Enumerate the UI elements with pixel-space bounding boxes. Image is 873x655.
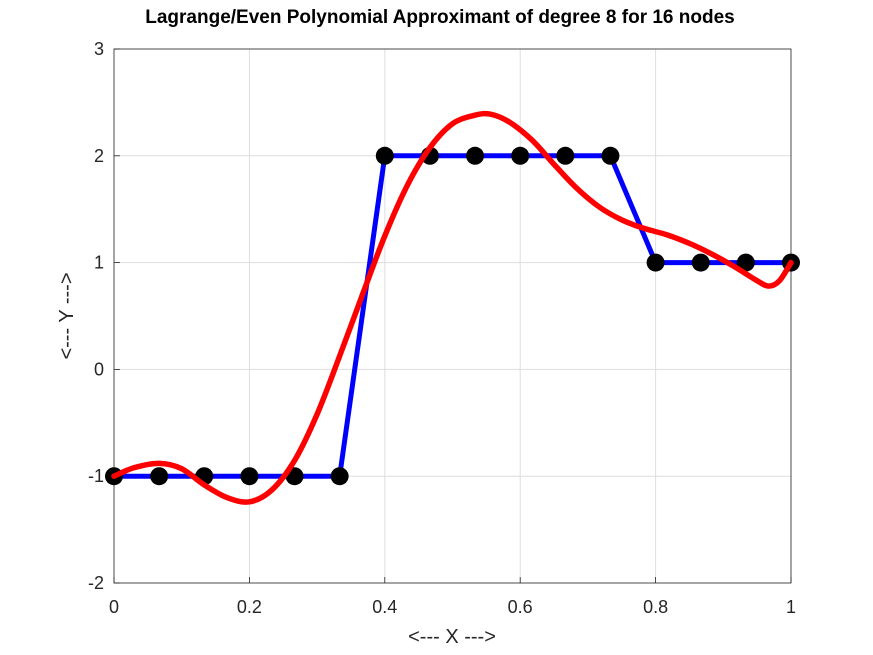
y-axis-label: <--- Y --->: [56, 272, 78, 359]
x-tick-label: 0.4: [372, 597, 397, 617]
node-marker: [556, 146, 575, 165]
node-marker: [511, 146, 530, 165]
node-marker: [466, 146, 485, 165]
node-marker: [691, 253, 710, 272]
y-tick-label: -2: [88, 573, 104, 593]
y-tick-label: -1: [88, 466, 104, 486]
x-tick-label: 0.6: [508, 597, 533, 617]
series-curve-approximant: [111, 110, 794, 505]
x-axis-ticks: 0 0.2 0.4 0.6 0.8 1: [109, 577, 796, 617]
plot-frame: [113, 48, 792, 584]
chart-title: Lagrange/Even Polynomial Approximant of …: [145, 7, 734, 28]
node-marker: [330, 467, 349, 486]
y-tick-label: 3: [94, 39, 104, 59]
x-axis-label: <--- X --->: [408, 626, 496, 648]
x-tick-label: 0: [109, 597, 119, 617]
grid: [113, 48, 792, 584]
x-tick-label: 0.8: [643, 597, 668, 617]
node-marker: [736, 253, 755, 272]
series-line-data: [114, 153, 791, 479]
y-tick-label: 2: [94, 146, 104, 166]
x-tick-label: 0.2: [237, 597, 262, 617]
node-marker: [601, 146, 620, 165]
y-tick-label: 0: [94, 359, 104, 379]
y-axis-ticks: -2 -1 0 1 2 3: [88, 39, 120, 593]
node-marker: [150, 467, 169, 486]
series-layer: [105, 110, 800, 505]
x-tick-label: 1: [786, 597, 796, 617]
node-marker: [375, 146, 394, 165]
y-tick-label: 1: [94, 253, 104, 273]
node-marker: [646, 253, 665, 272]
node-marker: [240, 467, 259, 486]
